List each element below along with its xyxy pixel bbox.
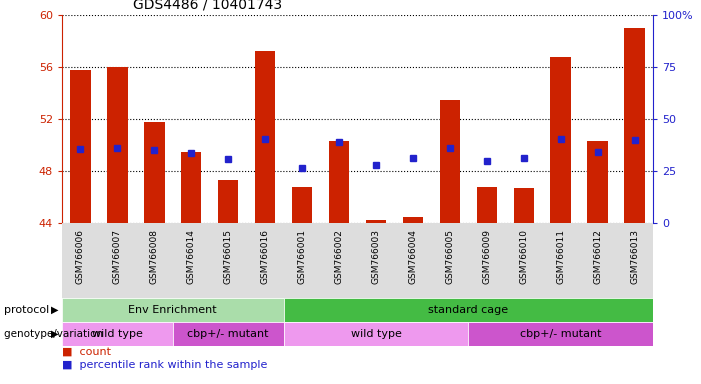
Bar xyxy=(292,187,312,223)
Bar xyxy=(107,67,128,223)
Text: GSM766003: GSM766003 xyxy=(372,229,381,284)
Bar xyxy=(403,217,423,223)
Bar xyxy=(587,141,608,223)
Bar xyxy=(255,51,275,223)
Bar xyxy=(181,152,201,223)
Bar xyxy=(284,298,653,322)
Text: ▶: ▶ xyxy=(51,329,58,339)
Bar xyxy=(329,141,349,223)
Text: ▶: ▶ xyxy=(51,305,58,315)
Text: GSM766007: GSM766007 xyxy=(113,229,122,284)
Text: GSM766001: GSM766001 xyxy=(298,229,306,284)
Bar xyxy=(468,322,653,346)
Text: GSM766012: GSM766012 xyxy=(593,229,602,284)
Text: cbp+/- mutant: cbp+/- mutant xyxy=(187,329,269,339)
Text: GSM766014: GSM766014 xyxy=(186,229,196,284)
Text: protocol: protocol xyxy=(4,305,53,315)
Text: GSM766010: GSM766010 xyxy=(519,229,529,284)
Bar xyxy=(366,220,386,223)
Text: GSM766009: GSM766009 xyxy=(482,229,491,284)
Text: GSM766006: GSM766006 xyxy=(76,229,85,284)
Text: GSM766004: GSM766004 xyxy=(409,229,417,284)
Text: wild type: wild type xyxy=(350,329,402,339)
Bar xyxy=(514,188,534,223)
Text: GSM766008: GSM766008 xyxy=(150,229,159,284)
Bar xyxy=(62,322,173,346)
Text: GDS4486 / 10401743: GDS4486 / 10401743 xyxy=(133,0,282,11)
Text: wild type: wild type xyxy=(92,329,143,339)
Text: genotype/variation: genotype/variation xyxy=(4,329,106,339)
Bar xyxy=(625,28,645,223)
Bar xyxy=(440,99,460,223)
Text: cbp+/- mutant: cbp+/- mutant xyxy=(520,329,601,339)
Text: ■  count: ■ count xyxy=(62,346,111,356)
Text: GSM766005: GSM766005 xyxy=(445,229,454,284)
Text: GSM766016: GSM766016 xyxy=(261,229,270,284)
Text: GSM766011: GSM766011 xyxy=(556,229,565,284)
Bar xyxy=(144,122,165,223)
Text: GSM766002: GSM766002 xyxy=(334,229,343,284)
Text: ■  percentile rank within the sample: ■ percentile rank within the sample xyxy=(62,360,267,370)
Bar xyxy=(550,56,571,223)
Bar xyxy=(62,298,284,322)
Text: GSM766013: GSM766013 xyxy=(630,229,639,284)
Bar xyxy=(173,322,284,346)
Bar xyxy=(477,187,497,223)
Text: Env Enrichment: Env Enrichment xyxy=(128,305,217,315)
Bar xyxy=(70,70,90,223)
Text: GSM766015: GSM766015 xyxy=(224,229,233,284)
Bar xyxy=(284,322,468,346)
Bar xyxy=(218,180,238,223)
Text: standard cage: standard cage xyxy=(428,305,508,315)
